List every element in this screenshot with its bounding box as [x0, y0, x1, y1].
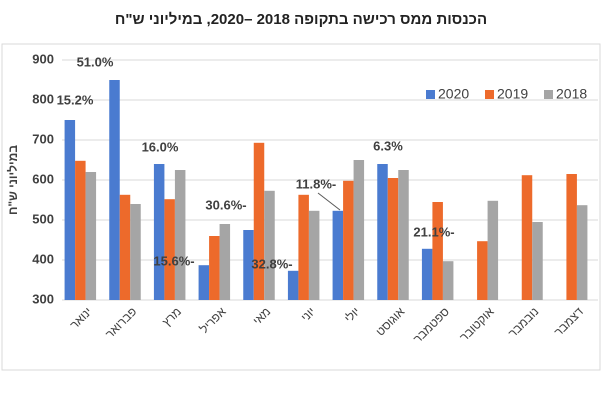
bar — [477, 241, 488, 300]
x-tick-label: דצמבר — [551, 304, 586, 339]
y-tick-label: 400 — [32, 251, 54, 266]
x-tick-label: יוני — [298, 304, 318, 324]
bar — [308, 210, 320, 300]
legend-swatch — [544, 90, 553, 99]
leader-line — [317, 192, 341, 211]
chart-frame — [1, 43, 601, 371]
bar — [532, 222, 543, 300]
bar — [332, 210, 344, 300]
x-tick-label: ינואר — [67, 304, 94, 331]
bar — [287, 270, 299, 300]
x-tick-label: מרץ — [159, 304, 184, 329]
bar — [109, 80, 120, 300]
x-tick-label: פברואר — [103, 304, 140, 341]
bar — [153, 164, 165, 300]
bar — [219, 224, 231, 300]
bar — [566, 174, 577, 300]
y-axis-label: במיליוני ש"ח — [6, 145, 20, 215]
bar — [487, 200, 499, 300]
bar — [432, 202, 443, 300]
x-tick-label: אוקטובר — [457, 304, 497, 344]
y-tick-label: 500 — [32, 211, 54, 226]
bar — [119, 194, 131, 300]
annotation: 16.0% — [142, 139, 179, 154]
bar — [576, 205, 588, 300]
legend-label: 2018 — [556, 86, 587, 102]
bar — [442, 261, 454, 300]
legend-swatch — [485, 90, 494, 99]
bar — [253, 142, 265, 300]
annotation: 30.6%- — [205, 197, 246, 212]
annotation: 11.8%- — [296, 176, 336, 191]
y-tick-label: 300 — [32, 291, 54, 306]
bar — [209, 236, 220, 300]
y-tick-label: 800 — [32, 91, 54, 106]
bar — [387, 178, 399, 300]
bar — [198, 265, 210, 300]
x-tick-label: אפריל — [197, 304, 229, 336]
bar — [353, 160, 365, 300]
bar — [75, 160, 86, 300]
x-tick-label: אוגוסט — [373, 304, 408, 339]
bar — [298, 194, 309, 300]
x-tick-label: נובמבר — [505, 304, 541, 340]
bar — [343, 180, 354, 300]
bar — [421, 248, 433, 300]
annotation: 6.3% — [373, 138, 403, 153]
y-tick-label: 900 — [32, 51, 54, 66]
bar — [264, 190, 275, 300]
annotation: 51.0% — [77, 54, 114, 69]
x-tick-label: יולי — [342, 304, 363, 325]
x-tick-label: ספטמבר — [410, 304, 452, 346]
legend-swatch — [426, 90, 435, 99]
bar — [243, 230, 254, 300]
annotation: 15.6%- — [153, 253, 194, 268]
chart-title: הכנסות ממס רכישה בתקופה 2018 –2020, במיל… — [115, 11, 487, 28]
bar — [174, 170, 186, 300]
y-tick-label: 600 — [32, 171, 54, 186]
x-tick-label: מאי — [250, 304, 273, 327]
y-tick-label: 700 — [32, 131, 54, 146]
legend-label: 2019 — [497, 86, 528, 102]
annotation: 15.2% — [57, 92, 94, 107]
bar — [521, 175, 533, 300]
bar — [398, 170, 409, 300]
bar — [64, 120, 76, 300]
annotation: 21.1%- — [413, 224, 454, 239]
legend-label: 2020 — [438, 86, 469, 102]
bar — [85, 172, 97, 300]
bar — [130, 204, 141, 300]
bar — [377, 164, 388, 300]
annotation: 32.8%- — [251, 256, 292, 271]
bar — [164, 199, 175, 300]
